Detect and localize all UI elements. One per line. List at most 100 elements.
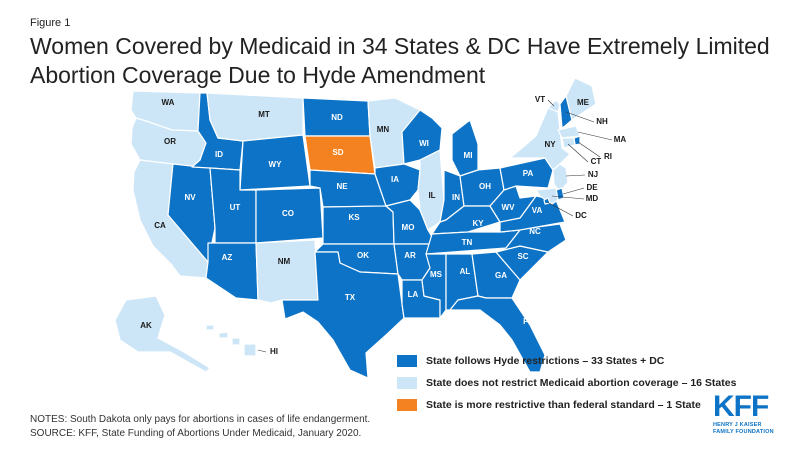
state-mt	[206, 92, 304, 142]
state-label-va: VA	[532, 206, 543, 215]
state-label-wa: WA	[162, 98, 175, 107]
state-label-ga: GA	[495, 271, 507, 280]
callout-line-md	[551, 195, 585, 200]
callout-line-vt	[547, 99, 555, 107]
state-label-sd: SD	[332, 148, 343, 157]
state-label-nc: NC	[529, 227, 541, 236]
logo-subtitle-1: HENRY J KAISER	[713, 422, 762, 428]
state-label-al: AL	[460, 267, 471, 276]
state-label-ne: NE	[336, 182, 348, 191]
state-tx	[281, 251, 405, 379]
state-label-de: DE	[586, 183, 598, 192]
state-label-tn: TN	[462, 238, 473, 247]
state-me	[565, 77, 597, 121]
callout-line-de	[562, 187, 585, 195]
state-nc	[495, 223, 567, 253]
state-label-ma: MA	[614, 135, 627, 144]
figure-label: Figure 1	[30, 17, 71, 29]
state-label-ms: MS	[430, 270, 443, 279]
state-md	[535, 187, 559, 205]
states-layer	[114, 77, 597, 379]
state-label-wy: WY	[269, 160, 283, 169]
state-ia	[374, 163, 421, 207]
state-label-tx: TX	[345, 293, 356, 302]
state-label-nh: NH	[596, 117, 608, 126]
state-label-ak: AK	[140, 321, 152, 330]
state-label-nj: NJ	[588, 170, 598, 179]
state-labels: WA OR CA NV ID MT WY UT CO AZ NM ND SD NE KS OK TX MN IA MO…	[140, 95, 626, 356]
state-hi	[205, 324, 257, 357]
state-nj	[552, 163, 569, 193]
state-label-wi: WI	[419, 139, 429, 148]
state-label-ny: NY	[544, 140, 556, 149]
state-label-fl: FL	[523, 317, 533, 326]
state-fl	[449, 295, 546, 373]
state-il	[417, 149, 445, 231]
state-label-mt: MT	[258, 110, 270, 119]
state-ks	[322, 205, 395, 245]
state-label-ri: RI	[604, 152, 612, 161]
state-ma	[557, 125, 581, 139]
legend-swatch-more-restrictive	[397, 399, 417, 412]
page-title: Women Covered by Medicaid in 34 States &…	[30, 33, 770, 88]
logo-wordmark: KFF	[713, 390, 769, 423]
state-nm	[255, 239, 319, 304]
state-label-wv: WV	[502, 203, 516, 212]
legend-label-no-restrict: State does not restrict Medicaid abortio…	[426, 377, 737, 389]
callout-line-nj	[565, 174, 586, 177]
state-label-vt: VT	[535, 95, 545, 104]
state-label-la: LA	[408, 290, 419, 299]
state-label-ut: UT	[230, 203, 241, 212]
legend-label-more-restrictive: State is more restrictive than federal s…	[426, 399, 701, 411]
state-label-az: AZ	[222, 253, 233, 262]
notes-line: NOTES: South Dakota only pays for aborti…	[30, 414, 371, 425]
notes: NOTES: South Dakota only pays for aborti…	[30, 413, 370, 441]
legend-item-more-restrictive: State is more restrictive than federal s…	[397, 399, 701, 412]
state-label-mn: MN	[377, 125, 390, 134]
callout-line-hi	[257, 349, 267, 353]
state-ny	[509, 107, 571, 171]
state-label-mo: MO	[402, 223, 415, 232]
logo-subtitle-2: FAMILY FOUNDATION	[713, 429, 774, 435]
state-label-nm: NM	[278, 257, 291, 266]
state-label-md: MD	[586, 194, 599, 203]
state-mi	[451, 119, 479, 177]
kff-logo: KFF HENRY J KAISER FAMILY FOUNDATION	[713, 392, 783, 436]
callout-lines	[257, 99, 613, 353]
state-az	[205, 242, 259, 301]
state-ct	[561, 137, 576, 149]
state-label-nd: ND	[331, 113, 343, 122]
state-label-ia: IA	[391, 175, 399, 184]
state-label-mi: MI	[464, 151, 473, 160]
legend-item-no-restrict: State does not restrict Medicaid abortio…	[397, 377, 737, 390]
legend-label-hyde: State follows Hyde restrictions – 33 Sta…	[426, 355, 665, 367]
state-label-ks: KS	[348, 213, 360, 222]
state-label-co: CO	[282, 209, 294, 218]
legend-item-hyde: State follows Hyde restrictions – 33 Sta…	[397, 355, 665, 368]
state-label-in: IN	[452, 193, 460, 202]
state-label-hi: HI	[270, 347, 278, 356]
state-label-dc: DC	[575, 211, 587, 220]
state-label-ar: AR	[404, 251, 416, 260]
state-label-me: ME	[577, 98, 590, 107]
state-label-sc: SC	[517, 252, 528, 261]
callout-line-ma	[577, 131, 613, 141]
state-label-nv: NV	[184, 193, 196, 202]
state-label-ok: OK	[357, 251, 369, 260]
state-label-id: ID	[215, 150, 223, 159]
state-ak	[114, 295, 211, 373]
callout-line-nh	[565, 111, 595, 123]
legend-swatch-no-restrict	[397, 377, 417, 390]
callout-line-ri	[577, 141, 601, 158]
state-label-oh: OH	[479, 182, 491, 191]
state-label-ca: CA	[154, 221, 166, 230]
source-line: SOURCE: KFF, State Funding of Abortions …	[30, 428, 362, 439]
state-label-il: IL	[428, 191, 435, 200]
callout-line-ct	[567, 143, 589, 163]
state-label-ct: CT	[591, 157, 602, 166]
state-wi	[401, 109, 443, 165]
state-label-ky: KY	[472, 219, 484, 228]
state-label-or: OR	[164, 137, 176, 146]
callout-line-dc	[546, 201, 574, 217]
